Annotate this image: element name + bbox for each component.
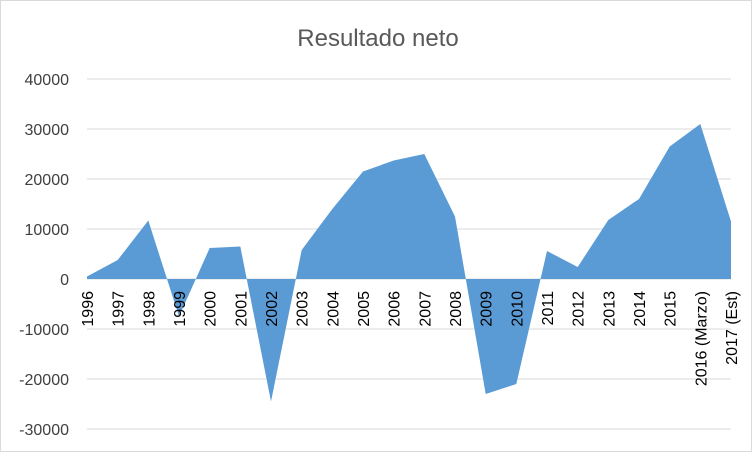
y-tick-label: 40000	[25, 72, 70, 89]
y-axis-ticks: 40000 30000 20000 10000 0 -10000 -20000 -30000	[19, 72, 69, 439]
chart-title: Resultado neto	[297, 25, 458, 52]
x-tick-label: 2014	[632, 291, 649, 327]
x-tick-label: 2015	[663, 291, 680, 327]
series-area	[87, 124, 731, 402]
x-tick-label: 2006	[387, 291, 404, 327]
y-tick-label: -20000	[19, 372, 69, 389]
x-tick-label: 2005	[356, 291, 373, 327]
x-tick-label: 1996	[80, 291, 97, 327]
x-tick-label: 1999	[172, 291, 189, 327]
x-tick-label: 2009	[479, 291, 496, 327]
x-tick-label: 2011	[540, 291, 557, 326]
x-tick-label: 1998	[141, 291, 158, 327]
x-tick-label: 2013	[601, 291, 618, 327]
x-tick-label: 1997	[111, 291, 128, 327]
x-tick-label: 2004	[325, 291, 342, 327]
x-tick-label: 2003	[295, 291, 312, 327]
y-tick-label: -10000	[19, 322, 69, 339]
x-tick-label: 2012	[571, 291, 588, 327]
y-tick-label: -30000	[19, 422, 69, 439]
x-tick-label: 2001	[233, 291, 250, 327]
x-tick-label: 2010	[509, 291, 526, 327]
x-tick-label: 2017 (Est)	[724, 291, 741, 365]
x-axis-ticks: 1996 1997 1998 1999 2000 2001 2002 2003 2004 2005…	[80, 291, 741, 386]
x-tick-label: 2008	[448, 291, 465, 327]
y-tick-label: 10000	[25, 222, 70, 239]
x-tick-label: 2002	[264, 291, 281, 327]
x-tick-label: 2016 (Marzo)	[693, 291, 710, 386]
x-tick-label: 2000	[203, 291, 220, 327]
data-area	[87, 124, 731, 402]
y-tick-label: 0	[60, 272, 69, 289]
x-tick-label: 2007	[417, 291, 434, 327]
y-tick-label: 20000	[25, 172, 70, 189]
y-tick-label: 30000	[25, 122, 70, 139]
